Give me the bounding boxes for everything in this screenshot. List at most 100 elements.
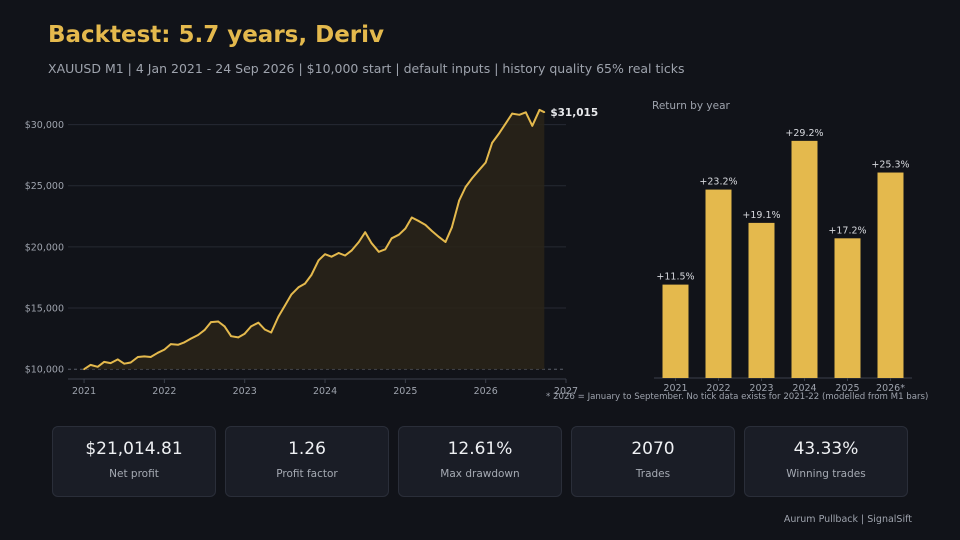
stat-label: Net profit <box>109 468 159 480</box>
equity-point <box>511 112 514 115</box>
bar-value-label: +17.2% <box>828 225 866 236</box>
equity-point <box>263 328 266 331</box>
stat-value: 43.33% <box>793 439 859 459</box>
stat-card-net-profit: $21,014.81 Net profit <box>52 426 216 497</box>
stat-value: 2070 <box>631 439 675 459</box>
stat-value: 12.61% <box>447 439 513 459</box>
equity-point <box>136 356 139 358</box>
equity-point <box>143 355 146 358</box>
stat-label: Winning trades <box>786 468 866 480</box>
return-bar <box>791 140 818 378</box>
bar-value-label: +25.3% <box>871 160 909 171</box>
y-tick-label: $10,000 <box>25 365 64 376</box>
x-tick-label: 2023 <box>233 386 257 397</box>
x-tick-label: 2025 <box>393 386 417 397</box>
return-bar <box>748 222 775 378</box>
equity-point <box>149 356 152 358</box>
bar-category-label: 2025 <box>835 383 859 394</box>
bar-category-label: 2024 <box>792 383 816 394</box>
equity-area <box>84 109 545 370</box>
equity-point <box>498 132 501 135</box>
stat-label: Trades <box>635 468 671 480</box>
equity-point <box>384 248 387 251</box>
bar-value-label: +23.2% <box>699 177 737 188</box>
equity-point <box>430 230 433 232</box>
equity-point <box>330 255 333 258</box>
equity-point <box>177 343 179 346</box>
equity-point <box>297 286 300 289</box>
equity-point <box>424 223 427 226</box>
equity-point <box>324 253 326 256</box>
y-tick-label: $20,000 <box>25 242 64 253</box>
return-bar <box>877 172 904 378</box>
equity-point <box>310 274 313 276</box>
return-bar <box>662 284 689 378</box>
stat-card-trades: 2070 Trades <box>571 426 735 497</box>
yearly-return-chart: Return by year +11.5% 2021 +23.2% 2022 +19.1%… <box>652 100 912 394</box>
equity-point <box>438 236 440 239</box>
equity-point <box>83 368 85 371</box>
equity-point <box>418 220 420 223</box>
equity-point <box>163 348 166 351</box>
equity-point <box>157 351 159 354</box>
equity-point <box>304 282 306 285</box>
return-bar <box>705 189 732 378</box>
equity-point <box>350 249 353 252</box>
x-tick-label: 2021 <box>72 386 96 397</box>
equity-point <box>197 334 200 336</box>
equity-point <box>484 161 487 164</box>
equity-point <box>404 227 407 230</box>
equity-point <box>357 241 360 243</box>
bar-value-label: +11.5% <box>656 272 694 283</box>
equity-point <box>458 199 461 202</box>
equity-point <box>504 122 507 125</box>
equity-point <box>543 111 546 114</box>
equity-point <box>89 364 92 366</box>
equity-point <box>390 237 393 240</box>
equity-point <box>129 361 132 364</box>
equity-point <box>257 321 260 324</box>
equity-point <box>277 315 280 318</box>
page-title: Backtest: 5.7 years, Deriv <box>48 22 385 48</box>
equity-point <box>377 250 380 253</box>
equity-point <box>364 231 367 234</box>
stat-value: $21,014.81 <box>85 439 183 459</box>
y-tick-label: $25,000 <box>25 181 64 192</box>
page-subtitle: XAUUSD M1 | 4 Jan 2021 - 24 Sep 2026 | $… <box>48 61 685 76</box>
equity-point <box>317 259 320 262</box>
y-tick-label: $30,000 <box>25 120 64 131</box>
equity-point <box>96 365 99 368</box>
x-tick-label: 2026 <box>474 386 498 397</box>
equity-point <box>471 177 473 180</box>
equity-point <box>189 337 192 340</box>
equity-point <box>491 142 494 144</box>
stat-label: Max drawdown <box>440 468 520 480</box>
equity-point <box>116 358 119 361</box>
equity-point <box>183 341 186 344</box>
return-bar <box>834 238 861 378</box>
equity-point <box>123 362 126 365</box>
equity-curve-chart: $10,000 $15,000 $20,000 $25,000 $30,000 2021 2… <box>25 107 598 397</box>
stat-card-winning-trades: 43.33% Winning trades <box>744 426 908 497</box>
bar-category-label: 2021 <box>663 383 687 394</box>
equity-point <box>230 335 232 338</box>
equity-point <box>109 362 112 364</box>
stat-card-profit-factor: 1.26 Profit factor <box>225 426 389 497</box>
equity-point <box>464 186 467 188</box>
equity-point <box>223 325 226 328</box>
y-tick-label: $15,000 <box>25 304 64 315</box>
bar-chart-title: Return by year <box>652 100 731 112</box>
equity-point <box>410 216 413 219</box>
bar-category-label: 2022 <box>706 383 730 394</box>
equity-point <box>290 293 293 296</box>
bar-category-label: 2026* <box>876 383 905 394</box>
chart-footnote: * 2026 = January to September. No tick d… <box>546 392 929 402</box>
bar-value-label: +19.1% <box>742 210 780 221</box>
equity-point <box>243 332 246 335</box>
equity-point <box>237 336 240 339</box>
equity-point <box>524 111 527 114</box>
end-value-label: $31,015 <box>550 107 598 119</box>
equity-point <box>103 360 106 363</box>
equity-point <box>203 329 206 331</box>
footer-credit: Aurum Pullback | SignalSift <box>783 514 912 525</box>
